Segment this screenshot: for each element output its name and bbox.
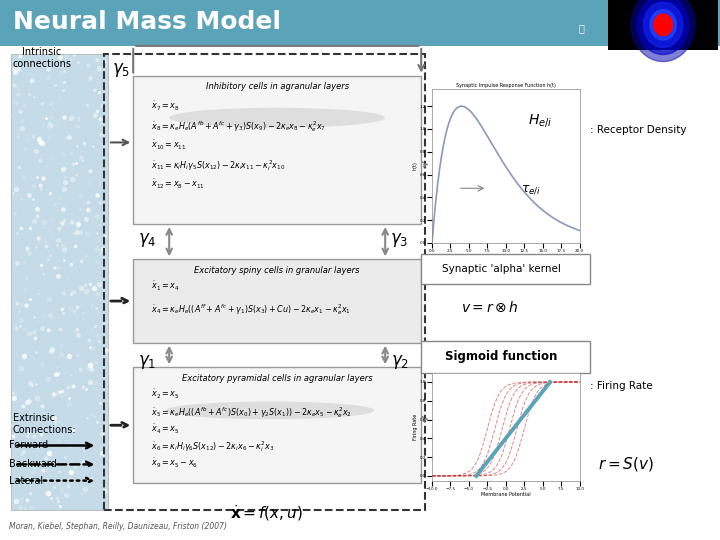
Y-axis label: h(t): h(t) <box>413 161 418 171</box>
Text: $\dot{x}_{11} = \kappa_i H_i\gamma_5 S(x_{12})-2\kappa_i x_{11}-\kappa_i^2 x_{10: $\dot{x}_{11} = \kappa_i H_i\gamma_5 S(x… <box>151 158 286 173</box>
Polygon shape <box>654 14 672 36</box>
Text: $\tau_{e/i}$: $\tau_{e/i}$ <box>521 183 541 197</box>
FancyBboxPatch shape <box>421 254 590 284</box>
FancyBboxPatch shape <box>421 341 590 373</box>
Text: $\gamma_1$: $\gamma_1$ <box>138 353 157 371</box>
Text: $\dot{x}_6 = \kappa_i H_i \gamma_6 S(x_{12})-2\kappa_i x_6 - \kappa_i^2 x_3$: $\dot{x}_6 = \kappa_i H_i \gamma_6 S(x_{… <box>151 440 275 455</box>
Ellipse shape <box>166 401 374 419</box>
Polygon shape <box>637 0 689 55</box>
Text: $\dot{x}_9 = x_5 - x_6$: $\dot{x}_9 = x_5 - x_6$ <box>151 457 198 470</box>
Text: $\dot{x}_7 = x_8$: $\dot{x}_7 = x_8$ <box>151 100 180 113</box>
Polygon shape <box>650 10 676 40</box>
Text: $\gamma_4$: $\gamma_4$ <box>138 231 157 249</box>
FancyBboxPatch shape <box>133 259 421 343</box>
Text: Moran, Kiebel, Stephan, Reilly, Daunizeau, Friston (2007): Moran, Kiebel, Stephan, Reilly, Daunizea… <box>9 522 227 531</box>
Text: $\gamma_3$: $\gamma_3$ <box>390 231 409 249</box>
Text: $\dot{x}_1 = x_4$: $\dot{x}_1 = x_4$ <box>151 280 180 293</box>
FancyBboxPatch shape <box>11 54 108 510</box>
Text: $\dot{\mathbf{x}} = f(x,u)$: $\dot{\mathbf{x}} = f(x,u)$ <box>230 503 303 523</box>
FancyBboxPatch shape <box>133 367 421 483</box>
Text: $\rho$: $\rho$ <box>431 416 446 437</box>
Text: Extrinsic
Connections:: Extrinsic Connections: <box>13 413 76 435</box>
Text: Excitatory spiny cells in granular layers: Excitatory spiny cells in granular layer… <box>194 266 360 275</box>
Text: Backward: Backward <box>9 460 57 469</box>
Title: Synaptic Impulse Response Function h(t): Synaptic Impulse Response Function h(t) <box>456 83 556 88</box>
FancyBboxPatch shape <box>133 76 421 224</box>
FancyBboxPatch shape <box>608 0 718 50</box>
Polygon shape <box>644 2 683 48</box>
Text: : Firing Rate: : Firing Rate <box>590 381 653 391</box>
Text: Lateral: Lateral <box>9 476 43 485</box>
Text: Synaptic 'alpha' kernel: Synaptic 'alpha' kernel <box>441 264 560 274</box>
Text: $\gamma_2$: $\gamma_2$ <box>390 353 409 371</box>
Text: Sigmoid function: Sigmoid function <box>445 350 557 363</box>
Text: Inhibitory cells in agranular layers: Inhibitory cells in agranular layers <box>206 82 348 91</box>
Text: 🏛: 🏛 <box>579 24 585 33</box>
Text: $\dot{x}_4 = x_5$: $\dot{x}_4 = x_5$ <box>151 422 179 436</box>
Text: $\dot{x}_2 = x_5$: $\dot{x}_2 = x_5$ <box>151 388 179 401</box>
X-axis label: Membrane Potential: Membrane Potential <box>481 492 531 497</box>
Text: Forward: Forward <box>9 441 48 450</box>
Text: Intrinsic
connections: Intrinsic connections <box>12 47 71 69</box>
Text: Neural Mass Model: Neural Mass Model <box>13 10 281 34</box>
Text: : Receptor Density: : Receptor Density <box>590 125 687 134</box>
Text: $\dot{x}_{12} = x_8 - x_{11}$: $\dot{x}_{12} = x_8 - x_{11}$ <box>151 178 205 191</box>
Ellipse shape <box>169 108 385 128</box>
Y-axis label: Firing Rate: Firing Rate <box>413 414 418 440</box>
Text: $H_{e/i}$: $H_{e/i}$ <box>528 112 552 129</box>
Text: $\dot{x}_5 = \kappa_e H_e((A^{fb}+A^{fc})S(x_0)+\gamma_2 S(x_1))-2\kappa_e x_5-\: $\dot{x}_5 = \kappa_e H_e((A^{fb}+A^{fc}… <box>151 405 352 420</box>
Text: $\gamma_5$: $\gamma_5$ <box>112 61 130 79</box>
Text: $r = S(v)$: $r = S(v)$ <box>598 455 654 474</box>
Text: $\dot{x}_4 = \kappa_e H_e((A^{ff}+A^{fc}+\gamma_1)S(x_3)+Cu)-2\kappa_e x_1-\kapp: $\dot{x}_4 = \kappa_e H_e((A^{ff}+A^{fc}… <box>151 302 351 318</box>
Polygon shape <box>631 0 695 62</box>
Text: $\dot{x}_{10} = x_{11}$: $\dot{x}_{10} = x_{11}$ <box>151 139 186 152</box>
Text: $\dot{x}_8 = \kappa_e H_e(A^{fb}+A^{fc}+\gamma_3)S(x_9)-2\kappa_e x_8-\kappa_e^2: $\dot{x}_8 = \kappa_e H_e(A^{fb}+A^{fc}+… <box>151 119 326 134</box>
Text: $v = r \otimes h$: $v = r \otimes h$ <box>461 301 518 315</box>
FancyBboxPatch shape <box>0 0 720 46</box>
Text: Excitatory pyramidal cells in agranular layers: Excitatory pyramidal cells in agranular … <box>182 374 372 383</box>
